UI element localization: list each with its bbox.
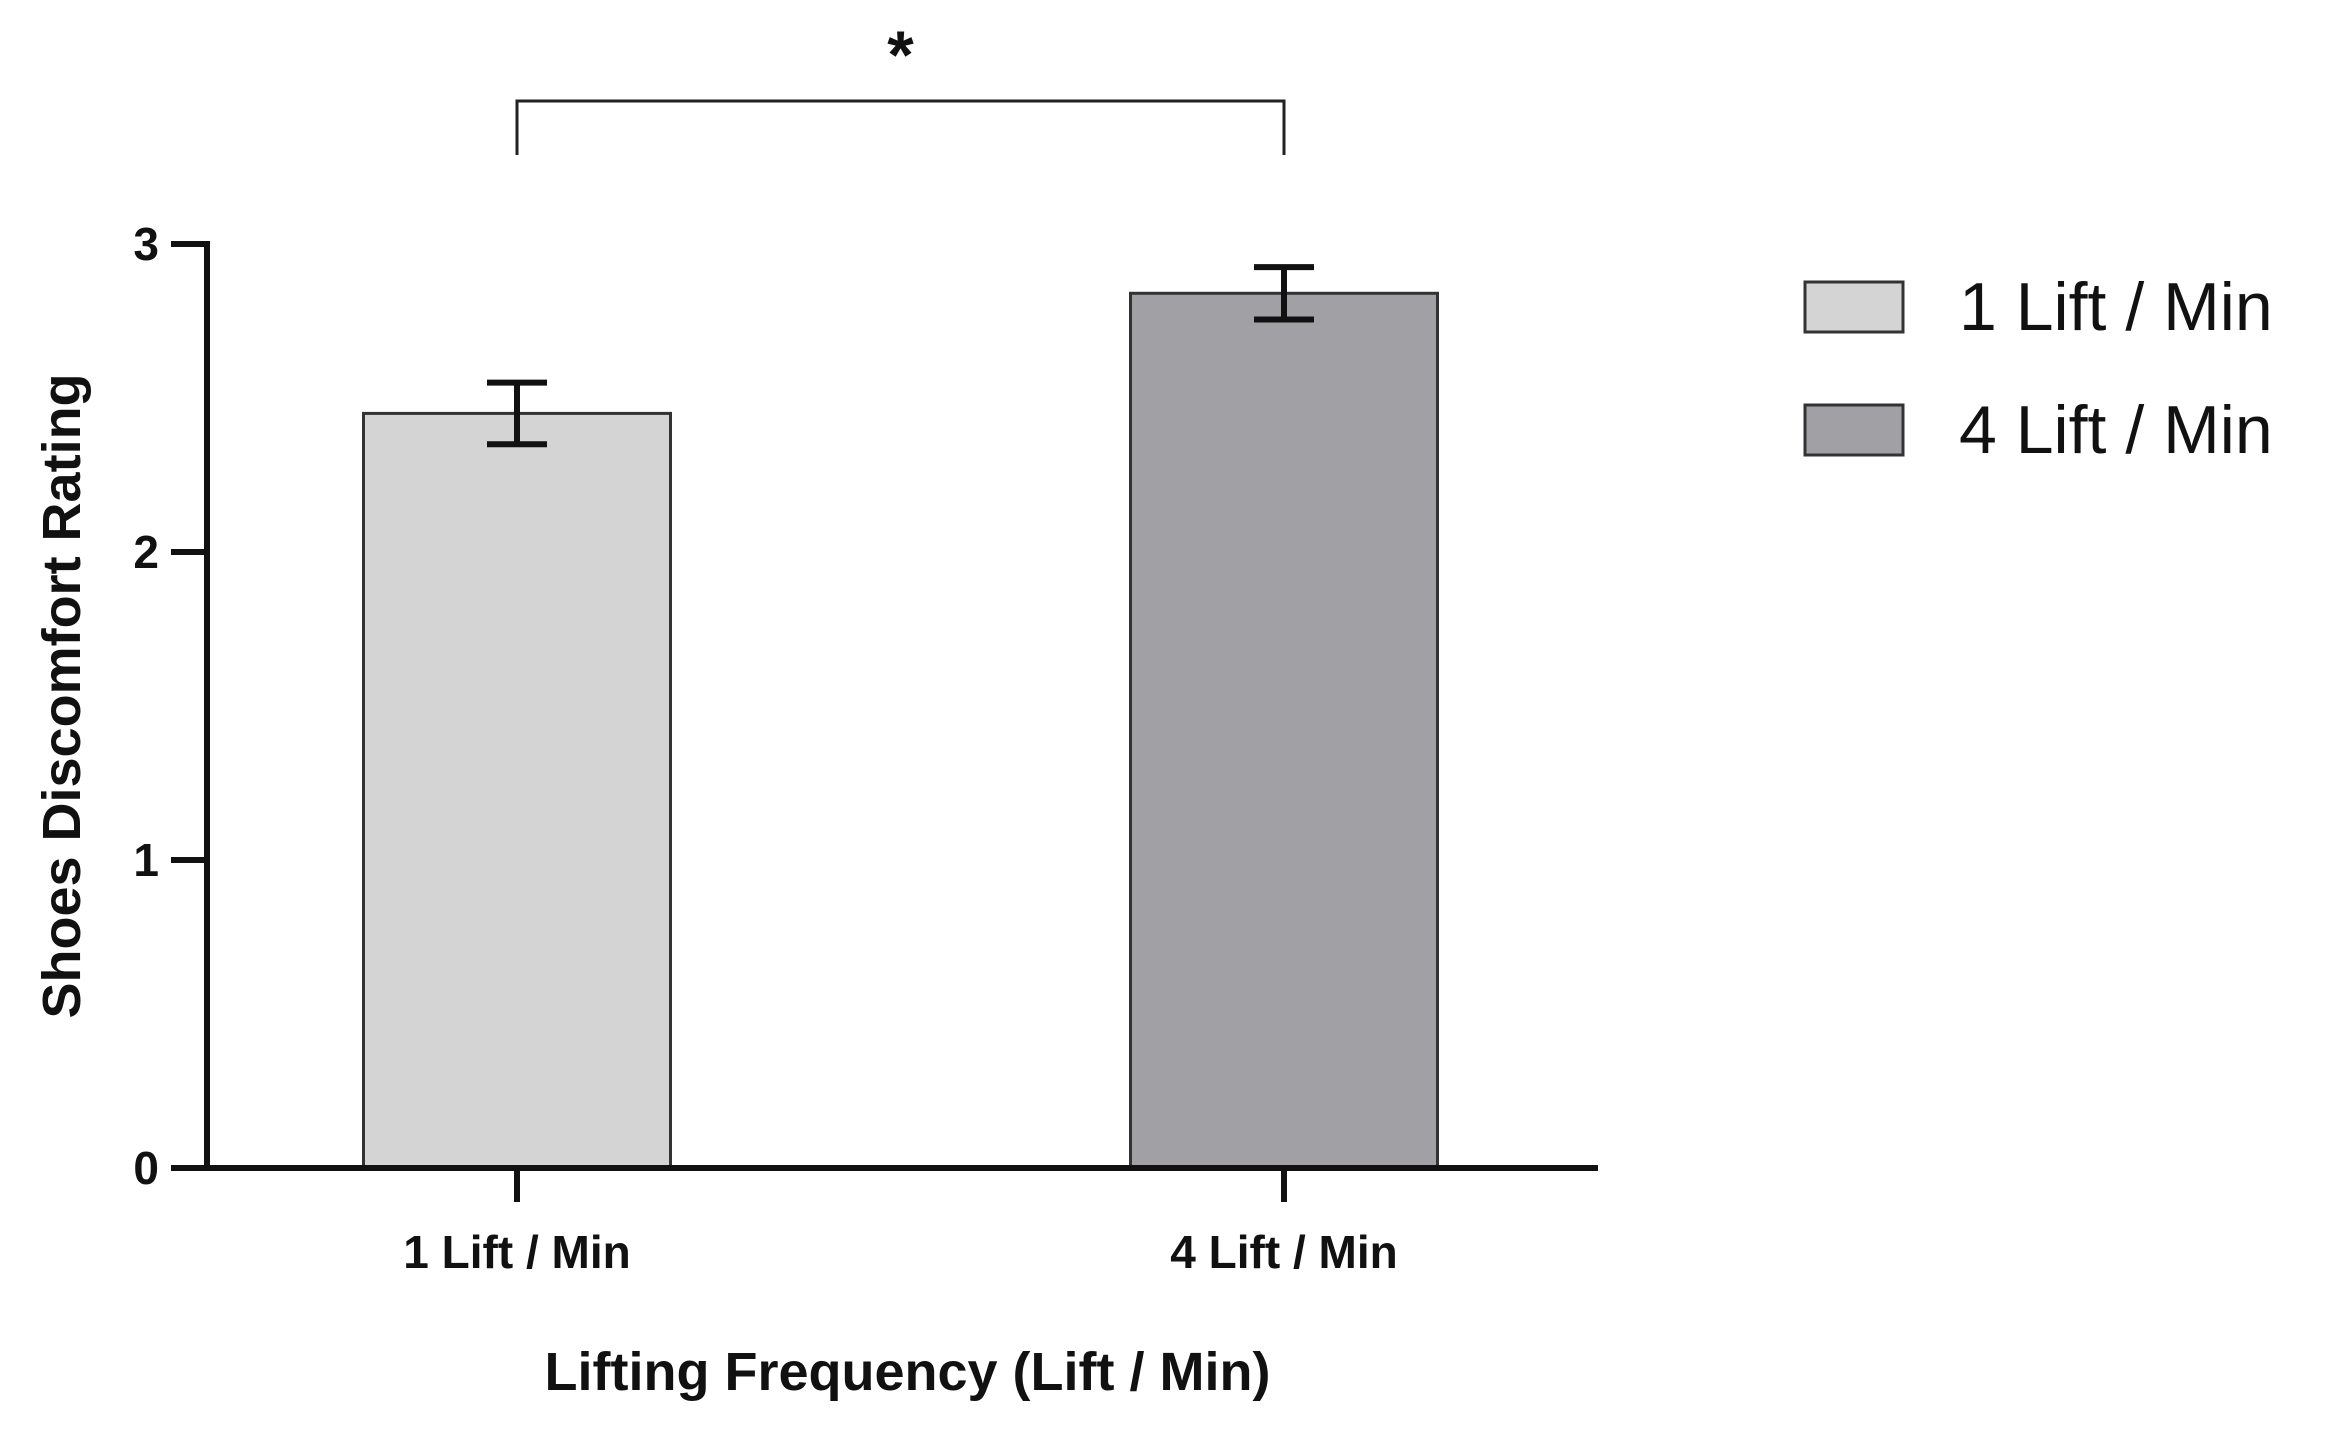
significance-annotation: *	[515, 17, 1286, 155]
y-tick-label: 3	[133, 218, 159, 270]
legend-swatch-1	[1803, 280, 1905, 334]
y-axis-title: Shoes Discomfort Rating	[32, 373, 92, 1018]
plot-area	[362, 264, 1439, 1170]
y-tick-label: 2	[133, 526, 159, 578]
legend-label-1: 1 Lift / Min	[1959, 269, 2273, 345]
x-tick-label: 1 Lift / Min	[403, 1226, 630, 1278]
legend: 1 Lift / Min 4 Lift / Min	[1803, 269, 2273, 468]
legend-label-2: 4 Lift / Min	[1959, 392, 2273, 468]
bar-1	[362, 411, 672, 1170]
x-axis-ticks: 1 Lift / Min 4 Lift / Min	[403, 1168, 1398, 1278]
y-axis-ticks: 0 1 2 3	[133, 218, 207, 1194]
x-axis-title: Lifting Frequency (Lift / Min)	[545, 1342, 1271, 1402]
y-tick-label: 0	[133, 1142, 159, 1194]
significance-bracket	[515, 99, 1286, 155]
significance-star: *	[887, 17, 914, 93]
x-tick-label: 4 Lift / Min	[1170, 1226, 1397, 1278]
legend-swatch-2	[1803, 403, 1905, 457]
bar-2	[1129, 291, 1439, 1170]
axes	[204, 241, 1598, 1171]
y-tick-label: 1	[133, 834, 159, 886]
